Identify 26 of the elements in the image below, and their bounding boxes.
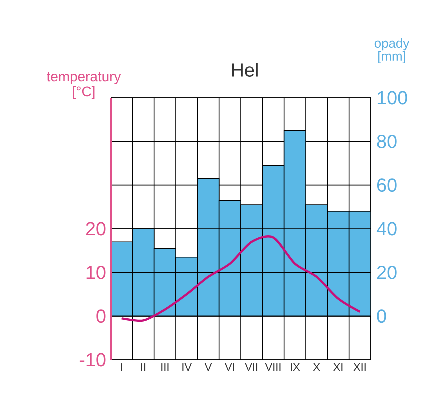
x-tick-label: V — [204, 364, 212, 372]
x-tick-label: I — [121, 364, 122, 372]
y2-tick-label: 80 — [377, 134, 397, 148]
x-tick-label: XII — [354, 364, 366, 372]
y-tick-label: 10 — [86, 266, 106, 280]
line-series — [120, 236, 362, 322]
y-axis-title: temperatury [°C] — [47, 72, 122, 100]
y-tick-label: 20 — [86, 222, 106, 236]
x-tick-label: II — [141, 364, 146, 372]
y2-tick-label: 100 — [378, 91, 408, 105]
x-tick-label: IV — [182, 364, 192, 372]
y2-tick-label: 0 — [377, 310, 386, 324]
y2-tick-label: 40 — [376, 222, 397, 236]
x-tick-label: VI — [225, 364, 234, 372]
x-tick-label: VII — [245, 364, 258, 372]
chart-title: Hel — [232, 63, 258, 77]
y2-tick-label: 20 — [377, 266, 397, 280]
x-tick-label: IX — [291, 364, 300, 372]
x-tick-label: X — [313, 364, 320, 372]
y2-axis-title: opady [mm] — [374, 38, 410, 64]
y-tick-label: 0 — [96, 310, 106, 324]
y2-tick-label: 60 — [377, 178, 397, 192]
x-tick-label: III — [162, 364, 169, 372]
x-tick-label: VIII — [265, 364, 281, 372]
x-tick-label: XI — [334, 364, 343, 372]
y-tick-label: -10 — [80, 353, 106, 367]
